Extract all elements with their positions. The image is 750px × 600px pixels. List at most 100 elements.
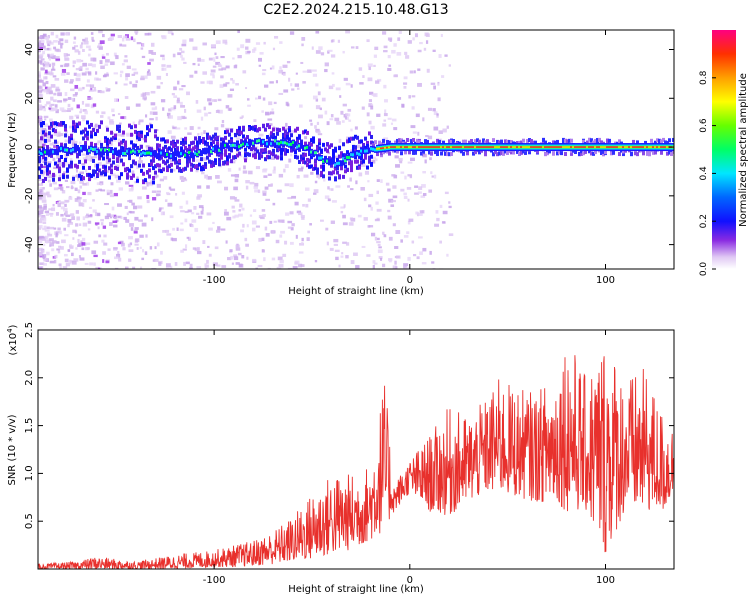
spectrogram-cell <box>264 111 270 116</box>
spectrogram-cell <box>74 49 79 53</box>
spectrogram-cell <box>352 144 355 149</box>
spectrogram-cell <box>210 163 213 168</box>
spectrogram-cell <box>610 146 613 148</box>
spectrogram-cell <box>270 131 273 136</box>
spectrogram-cell <box>562 146 565 148</box>
spectrogram-cell <box>532 146 535 148</box>
spectrogram-cell <box>87 215 93 218</box>
spectrogram-cell <box>99 40 105 44</box>
spectrogram-cell <box>55 109 59 114</box>
spectrogram-cell <box>38 142 44 146</box>
spectrogram-cell <box>81 247 85 251</box>
spectrogram-cell <box>344 164 347 169</box>
spectrogram-cell <box>225 105 230 109</box>
spectrogram-cell <box>38 224 43 229</box>
spectrogram-cell <box>129 223 134 227</box>
spectrogram-cell <box>363 197 367 202</box>
spectrogram-cell <box>317 91 321 96</box>
spectrogram-cell <box>60 186 64 191</box>
spectrogram-cell <box>672 137 674 142</box>
spectrogram-cell <box>291 223 295 227</box>
spectrogram-cell <box>197 126 201 130</box>
spectrogram-cell <box>428 150 431 155</box>
spectrogram-cell <box>421 262 427 265</box>
spectrogram-cell <box>566 139 569 144</box>
spectrogram-cell <box>594 146 597 148</box>
spectrogram-cell <box>387 55 391 59</box>
spectrogram-cell <box>87 53 91 57</box>
spectrogram-cell <box>78 152 81 157</box>
spectrogram-cell <box>74 143 77 148</box>
spectrogram-cell <box>215 56 219 59</box>
spectrogram-cell <box>144 134 147 139</box>
spectrogram-cell <box>72 229 77 233</box>
spectrogram-x-tick-label: -100 <box>203 275 226 286</box>
spectrogram-cell <box>64 127 67 132</box>
spectrogram-cell <box>202 136 205 141</box>
spectrogram-cell <box>192 140 195 145</box>
spectrogram-cell <box>364 152 367 157</box>
spectrogram-cell <box>261 209 266 212</box>
spectrogram-cell <box>298 212 303 216</box>
spectrogram-cell <box>334 148 337 153</box>
spectrogram-cell <box>263 41 266 45</box>
spectrogram-cell <box>238 213 243 217</box>
spectrogram-cell <box>112 154 115 159</box>
spectrogram-cell <box>668 138 671 143</box>
spectrogram-cell <box>242 70 247 74</box>
spectrogram-cell <box>117 250 120 255</box>
spectrogram-cell <box>134 161 137 166</box>
spectrogram-cell <box>232 79 235 84</box>
spectrogram-cell <box>64 32 69 36</box>
spectrogram-cell <box>314 166 317 171</box>
spectrogram-cell <box>79 111 82 114</box>
spectrogram-cell <box>340 166 343 171</box>
spectrogram-cell <box>308 164 311 169</box>
spectrogram-cell <box>243 156 248 160</box>
spectrogram-cell <box>398 30 402 34</box>
spectrogram-cell <box>180 137 183 140</box>
spectrogram-cell <box>446 152 449 157</box>
spectrogram-cell <box>141 257 145 261</box>
spectrogram-cell <box>43 89 49 93</box>
spectrogram-cell <box>86 120 89 125</box>
spectrogram-cell <box>221 67 227 71</box>
spectrogram-cell <box>228 145 231 152</box>
spectrogram-cell <box>328 159 331 166</box>
spectrogram-cell <box>318 176 321 180</box>
spectrogram-cell <box>552 151 555 156</box>
spectrogram-cell <box>342 241 347 244</box>
spectrogram-cell <box>64 58 70 61</box>
spectrogram-cell <box>524 146 527 148</box>
spectrogram-cell <box>214 144 217 151</box>
spectrogram-cell <box>82 199 87 203</box>
spectrogram-cell <box>41 182 44 185</box>
spectrogram-cell <box>376 152 379 157</box>
colorbar: 0.00.20.40.60.8 Normalized spectral ampl… <box>699 30 749 276</box>
spectrogram-cell <box>98 168 101 173</box>
spectrogram-cell <box>417 82 422 87</box>
spectrogram-cell <box>43 33 47 37</box>
spectrogram-cell <box>69 260 74 263</box>
spectrogram-cell <box>156 174 159 178</box>
spectrogram-cell <box>404 146 407 148</box>
spectrogram-cell <box>78 147 81 154</box>
spectrogram-cell <box>218 157 221 162</box>
spectrogram-cell <box>93 254 98 258</box>
spectrogram-cell <box>540 146 543 148</box>
spectrogram-cell <box>236 47 240 51</box>
spectrogram-cell <box>132 143 135 148</box>
spectrogram-cell <box>262 214 266 217</box>
spectrogram-cell <box>210 136 213 141</box>
spectrogram-cell <box>246 152 249 157</box>
spectrogram-cell <box>358 139 361 144</box>
spectrogram-cell <box>390 146 393 148</box>
spectrogram-cell <box>484 140 487 145</box>
spectrogram-cell <box>206 155 209 160</box>
spectrogram-cell <box>72 64 75 68</box>
spectrogram-cell <box>167 130 172 134</box>
spectrogram-cell <box>262 168 267 173</box>
spectrogram-cell <box>110 137 113 142</box>
spectrogram-cell <box>42 152 45 157</box>
spectrogram-cell <box>307 230 311 234</box>
